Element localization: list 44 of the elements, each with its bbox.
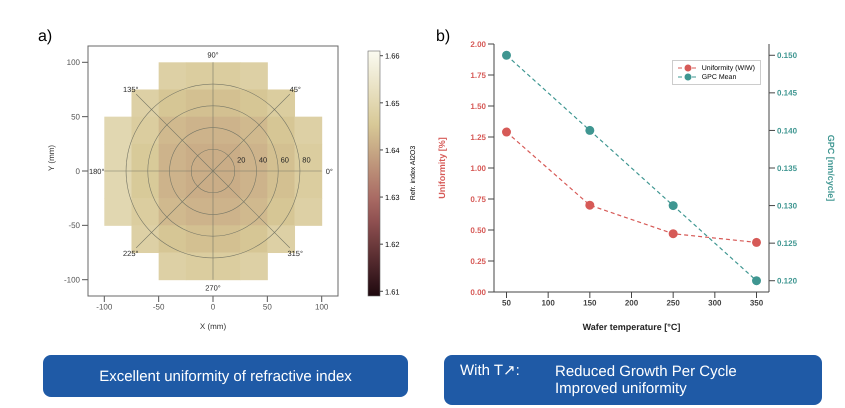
x-tick-label: 0: [210, 302, 216, 312]
text: With T↗:: [459, 361, 521, 379]
y-tick-label: -50: [68, 221, 81, 230]
y-tick-label: 0.00: [470, 288, 487, 297]
y2-tick-label: 0.120: [777, 276, 798, 286]
x-axis-title: X (mm): [200, 322, 226, 331]
x-tick-label: 350: [750, 298, 764, 308]
x-axis-title: Wafer temperature [°C]: [582, 322, 680, 332]
y-tick-label: 0.25: [470, 256, 487, 266]
y2-tick-label: 0.135: [777, 164, 798, 173]
y-tick-label: 0: [76, 166, 81, 176]
y-tick-label: 100: [66, 58, 81, 68]
chart-title: b): [436, 28, 450, 46]
x-tick-label: 200: [624, 298, 639, 308]
x-tick-label: 50: [502, 298, 512, 308]
y-tick-label: 0.50: [470, 226, 487, 235]
x-tick-label: 300: [708, 298, 722, 308]
y-tick-label: 2.00: [470, 40, 487, 49]
x-tick-label: 100: [541, 298, 556, 308]
y-axis-title: Uniformity [%]: [437, 137, 448, 199]
y-tick-label: 1.50: [470, 102, 487, 111]
y2-tick-label: 0.140: [777, 126, 798, 136]
y2-tick-label: 0.150: [777, 51, 798, 60]
x-tick-label: -50: [152, 302, 165, 312]
y-tick-label: 1.75: [470, 70, 487, 80]
y-tick-label: 0.75: [470, 194, 487, 204]
chart-title: a): [38, 28, 52, 46]
y-tick-label: -100: [64, 276, 81, 285]
text: Improved uniformity: [555, 380, 688, 397]
y-tick-label: 50: [71, 112, 81, 122]
x-tick-label: 150: [583, 298, 598, 308]
x-tick-label: 100: [315, 302, 329, 312]
y-tick-label: 1.25: [470, 132, 487, 142]
x-tick-label: 250: [666, 298, 680, 308]
y2-tick-label: 0.130: [777, 201, 798, 210]
y-tick-label: 1.00: [470, 164, 487, 173]
x-tick-label: -100: [96, 302, 113, 312]
y2-tick-label: 0.145: [777, 88, 798, 98]
y-axis-title: Y (mm): [46, 144, 56, 171]
y2-tick-label: 0.125: [777, 238, 798, 248]
text: Reduced Growth Per Cycle: [555, 363, 737, 380]
text: Excellent uniformity of refractive index: [43, 355, 408, 397]
y2-axis-title: GPC [nm/cycle]: [826, 134, 836, 202]
x-tick-label: 50: [262, 302, 272, 312]
